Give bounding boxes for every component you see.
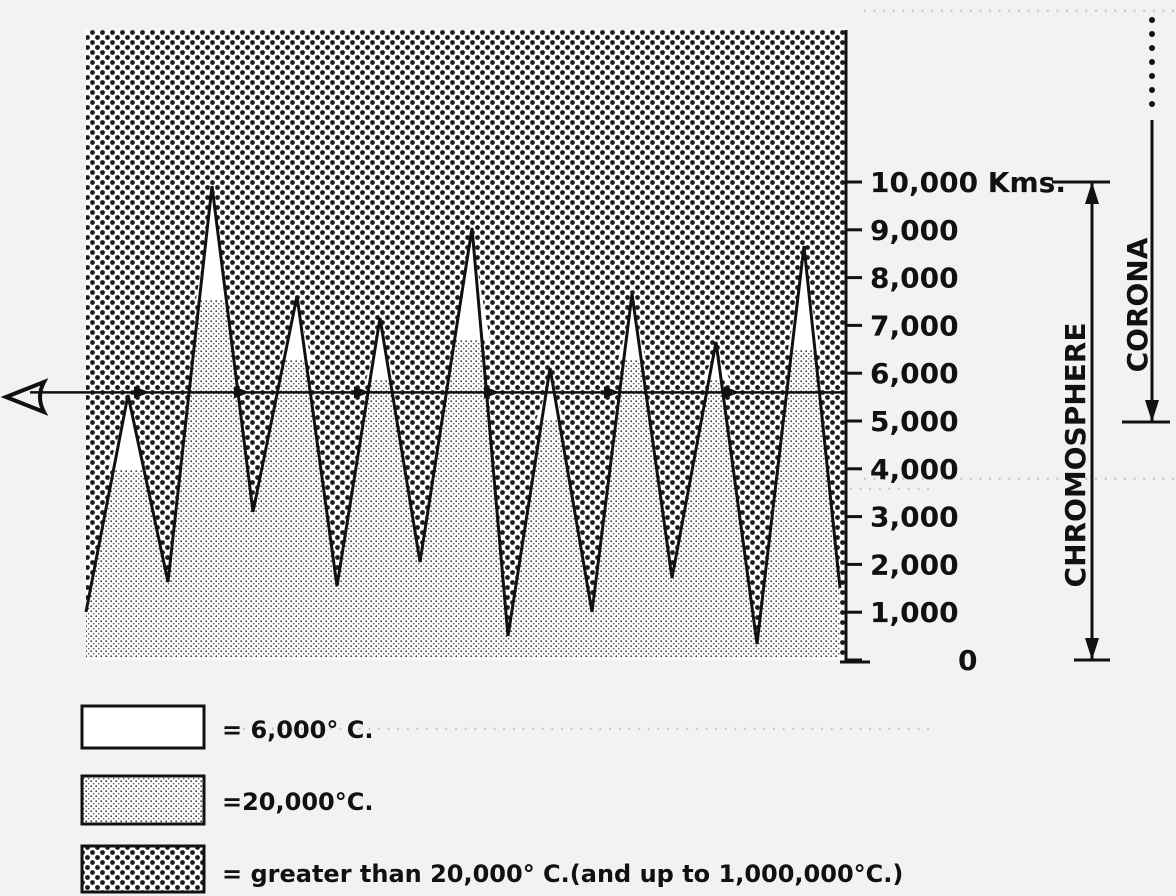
line-of-sight (30, 386, 846, 399)
sight-arrow (724, 386, 740, 399)
legend-swatch-light (80, 774, 206, 826)
axis-tick-label: 2,000 (870, 548, 959, 581)
sight-arrow (134, 386, 150, 399)
legend-swatch-dense (80, 844, 206, 894)
sight-arrow (484, 386, 500, 399)
chromosphere-label: CHROMOSPHERE (1059, 323, 1092, 588)
svg-text:..............................: ....................................... (860, 0, 1176, 16)
sight-arrow (604, 386, 620, 399)
spicules (84, 185, 846, 660)
axis-tick-label: 9,000 (870, 214, 959, 247)
axis-tick-label: 6,000 (870, 357, 959, 390)
axis-tick-label: 5,000 (870, 405, 959, 438)
corona-label: CORONA (1121, 237, 1154, 372)
sight-arrow (234, 386, 250, 399)
legend-label-light: =20,000°C. (222, 788, 373, 816)
chromosphere-bracket (1074, 180, 1110, 662)
spicule-outline (84, 185, 842, 645)
corona-dots (1149, 17, 1155, 107)
axis-tick-label: 8,000 (870, 262, 959, 295)
legend-label-dense: = greater than 20,000° C.(and up to 1,00… (222, 860, 903, 888)
warm-region-20000 (86, 186, 840, 660)
axis-tick-label: 10,000 Kms. (870, 166, 1066, 199)
axis-tick-label: 3,000 (870, 501, 959, 534)
cool-region-6000 (196, 200, 228, 300)
eye-icon (0, 378, 49, 416)
sight-arrow (354, 386, 370, 399)
corona-bracket (1122, 17, 1170, 424)
legend-label-white: = 6,000° C. (222, 716, 373, 744)
svg-text:..............................: ........................................… (220, 715, 933, 734)
axis-tick-label: 1,000 (870, 596, 959, 629)
axis-tick-label: 7,000 (870, 309, 959, 342)
legend-swatch-white (80, 704, 206, 750)
svg-text:..............................: ........................................… (860, 465, 1176, 484)
legend: = 6,000° C. =20,000°C. = greater than 20… (80, 704, 903, 894)
height-axis: 0 1,000 2,000 3,000 4,000 5,000 6,000 7,000 8,00… (840, 30, 1074, 677)
plate-floor (86, 658, 846, 660)
axis-tick-label: 4,000 (870, 453, 959, 486)
axis-tick-label: 0 (958, 644, 977, 677)
